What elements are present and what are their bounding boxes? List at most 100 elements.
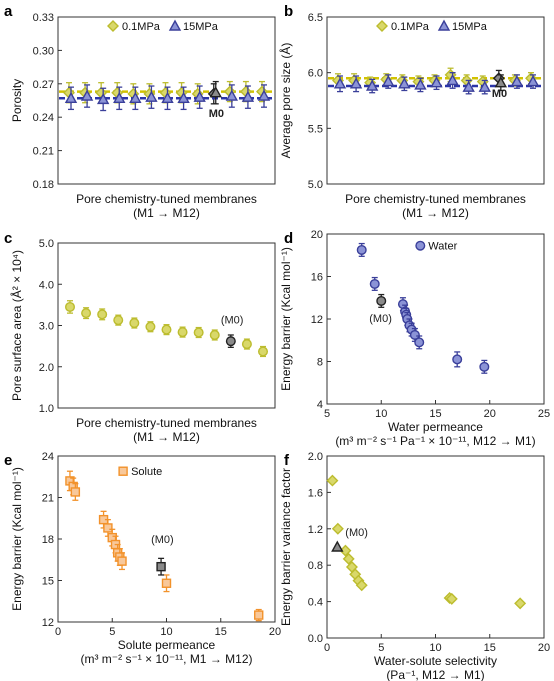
x-tick-label: 25 [538, 408, 550, 420]
data-point [414, 337, 425, 348]
data-point-15MPa [177, 91, 190, 103]
m0-data-point [331, 540, 344, 552]
data-point-15MPa [193, 90, 206, 102]
data-point [129, 318, 140, 329]
data-point [339, 544, 352, 557]
data-point-15MPa [80, 89, 94, 101]
y-tick-label: 0.24 [33, 112, 54, 124]
y-tick-label: 0.0 [308, 633, 323, 645]
m0-data-point [156, 561, 166, 572]
y-tick-label: 0.30 [33, 45, 54, 57]
data-point-15MPa [382, 75, 395, 87]
y-tick-label: 0.27 [33, 79, 54, 91]
m0-annotation: (M0) [345, 527, 368, 539]
x-axis-label-2: (M1 → M12) [133, 206, 200, 220]
data-point [355, 579, 368, 592]
data-point [161, 324, 172, 335]
data-point-15MPa [161, 91, 174, 103]
y-tick-label: 4.0 [39, 279, 54, 291]
data-point-15MPa [365, 79, 379, 91]
y-tick-label: 18 [42, 534, 54, 546]
y-tick-label: 12 [311, 314, 323, 326]
data-point-15MPa [510, 75, 524, 87]
x-tick-label: 0 [55, 626, 61, 638]
data-point-15MPa [64, 91, 78, 103]
data-point-15MPa [478, 80, 491, 92]
chart-panel-a: 0.18 0.21 0.24 0.27 0.30 0.33 Porosity Pore che… [10, 12, 276, 220]
data-point [193, 327, 204, 338]
y-tick-label: 1.6 [308, 487, 323, 499]
data-point [113, 315, 124, 326]
data-point-15MPa [526, 75, 540, 87]
m0-annotation: M0 [209, 108, 224, 120]
x-tick-label: 5 [378, 642, 384, 654]
m0-annotation: (M0) [151, 534, 174, 546]
panel-label-a: a [4, 3, 13, 20]
y-tick-label: 24 [42, 451, 54, 463]
legend-marker-0.1MPa [107, 20, 119, 32]
x-tick-label: 10 [375, 408, 387, 420]
data-point [161, 578, 172, 588]
data-point [342, 552, 355, 565]
legend-label: 0.1MPa [122, 21, 161, 33]
m0-annotation: M0 [492, 88, 507, 100]
data-point [258, 346, 269, 357]
data-point [356, 244, 367, 255]
data-point-15MPa [349, 77, 363, 89]
x-tick-label: 10 [429, 642, 441, 654]
data-point [241, 339, 252, 350]
data-point-15MPa [494, 76, 508, 88]
data-point [70, 487, 81, 497]
legend-label: Water [428, 241, 457, 253]
data-point-15MPa [414, 78, 427, 90]
data-point [225, 336, 236, 347]
data-point [369, 278, 380, 289]
legend-label: 15MPa [452, 21, 488, 33]
y-tick-label: 20 [311, 229, 323, 241]
y-tick-label: 0.18 [33, 179, 54, 191]
panel-label-d: d [284, 230, 293, 247]
x-tick-label: 15 [215, 626, 227, 638]
legend-marker-15MPa [437, 19, 451, 31]
x-axis-label: Pore chemistry-tuned membranes [76, 416, 257, 430]
plot-frame [57, 16, 276, 185]
y-tick-label: 5.0 [39, 238, 54, 250]
data-point [145, 321, 156, 332]
y-tick-label: 2.0 [308, 451, 323, 463]
y-tick-label: 12 [42, 617, 54, 629]
y-tick-label: 16 [311, 272, 323, 284]
x-tick-label: 20 [538, 642, 550, 654]
y-tick-label: 6.0 [308, 68, 323, 80]
x-tick-label: 15 [484, 642, 496, 654]
plot-frame [326, 455, 545, 639]
y-tick-label: 2.0 [39, 362, 54, 374]
x-tick-label: 15 [429, 408, 441, 420]
x-axis-label: Pore chemistry-tuned membranes [345, 192, 526, 206]
y-tick-label: 21 [42, 493, 54, 505]
data-point-15MPa [430, 76, 443, 88]
plot-frame [326, 16, 545, 185]
data-point-15MPa [113, 91, 126, 103]
data-point [409, 329, 420, 340]
data-point-15MPa [129, 91, 142, 103]
data-point [452, 354, 463, 365]
x-axis-label-2: (M1 → M12) [402, 206, 469, 220]
data-point-15MPa [333, 77, 347, 89]
x-tick-label: 20 [484, 408, 496, 420]
y-tick-label: 6.5 [308, 12, 323, 24]
x-axis-label-2: (Pa⁻¹, M12 → M1) [386, 668, 484, 681]
y-tick-label: 4 [317, 399, 323, 411]
y-tick-label: 0.21 [33, 146, 54, 158]
x-axis-label: Solute permeance [118, 638, 216, 652]
data-point-15MPa [398, 77, 411, 89]
data-point [445, 592, 458, 605]
data-point-15MPa [462, 80, 475, 92]
data-point-15MPa [209, 86, 222, 98]
x-tick-label: 5 [324, 408, 330, 420]
data-point [117, 556, 127, 566]
panel-label-f: f [284, 452, 290, 469]
chart-panel-f: 0.0 0.4 0.8 1.2 1.6 2.0 0 5 10 15 20 Energy barrier… [279, 451, 550, 681]
m0-data-point [376, 295, 387, 306]
y-axis-label: Energy barrier (Kcal mol⁻¹) [279, 247, 293, 391]
